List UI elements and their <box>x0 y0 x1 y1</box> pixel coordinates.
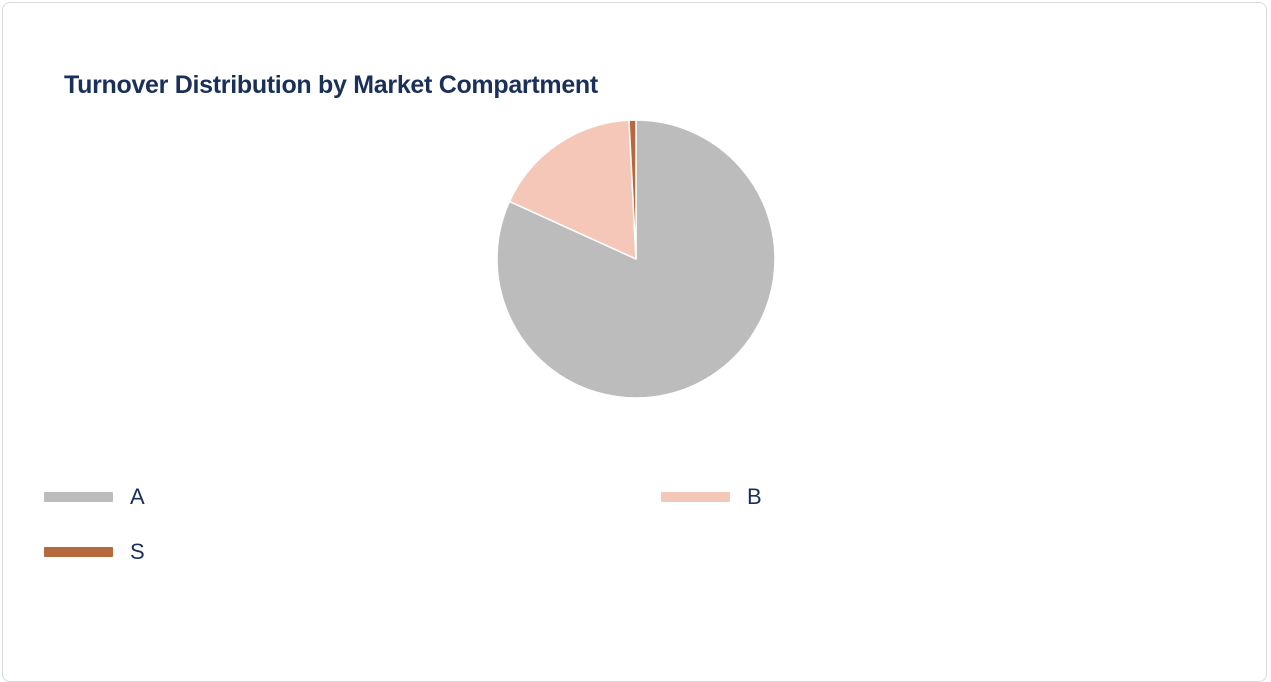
legend-label-b: B <box>747 484 762 509</box>
legend-swatch-a <box>44 492 113 502</box>
legend-item-a[interactable]: A <box>44 482 145 512</box>
pie-slice-b[interactable] <box>508 119 637 260</box>
legend-swatch-b <box>661 492 730 502</box>
legend-label-a: A <box>130 484 145 509</box>
legend-item-s[interactable]: S <box>44 537 145 567</box>
legend-item-b[interactable]: B <box>661 482 762 512</box>
pie-slice-s[interactable] <box>628 119 637 260</box>
legend-label-s: S <box>130 539 145 564</box>
chart-title: Turnover Distribution by Market Compartm… <box>64 71 598 99</box>
pie-slice-a[interactable] <box>496 119 776 399</box>
legend-swatch-s <box>44 547 113 557</box>
